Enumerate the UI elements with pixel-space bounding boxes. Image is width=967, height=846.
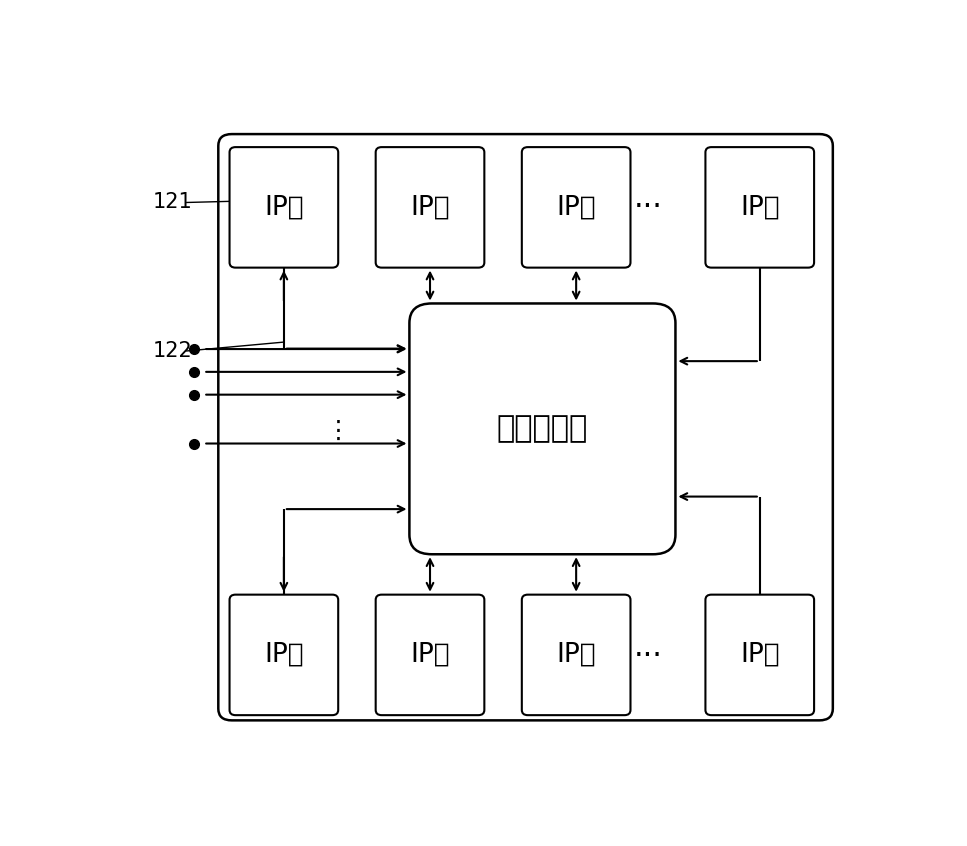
Text: IP核: IP核 xyxy=(740,195,779,220)
FancyBboxPatch shape xyxy=(229,595,338,715)
FancyBboxPatch shape xyxy=(376,595,484,715)
Text: 122: 122 xyxy=(153,341,192,361)
FancyBboxPatch shape xyxy=(706,147,814,267)
FancyBboxPatch shape xyxy=(229,147,338,267)
FancyBboxPatch shape xyxy=(376,147,484,267)
Text: IP核: IP核 xyxy=(556,195,596,220)
Text: 电交换单元: 电交换单元 xyxy=(497,415,588,443)
Text: IP核: IP核 xyxy=(264,195,304,220)
FancyBboxPatch shape xyxy=(409,304,676,554)
FancyBboxPatch shape xyxy=(219,135,833,721)
Text: ⋮: ⋮ xyxy=(326,419,351,442)
Text: IP核: IP核 xyxy=(410,642,450,667)
Text: IP核: IP核 xyxy=(556,642,596,667)
Text: IP核: IP核 xyxy=(740,642,779,667)
Text: IP核: IP核 xyxy=(264,642,304,667)
Text: ···: ··· xyxy=(633,642,662,671)
Text: ···: ··· xyxy=(633,193,662,222)
FancyBboxPatch shape xyxy=(706,595,814,715)
Text: 121: 121 xyxy=(153,193,192,212)
FancyBboxPatch shape xyxy=(522,595,630,715)
FancyBboxPatch shape xyxy=(522,147,630,267)
Text: IP核: IP核 xyxy=(410,195,450,220)
